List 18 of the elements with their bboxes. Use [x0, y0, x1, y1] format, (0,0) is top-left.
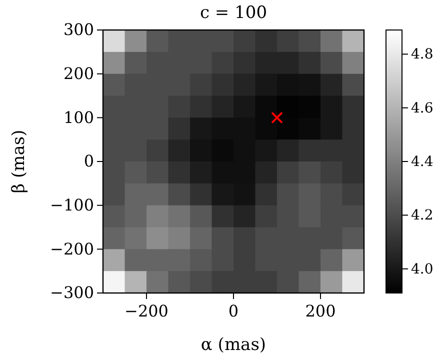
color-bar-label: 4.4 — [411, 154, 434, 170]
x-tick-label: 0 — [228, 301, 239, 320]
y-tick-label: 200 — [63, 64, 94, 83]
x-tick-label: 200 — [305, 301, 336, 320]
y-tick-label: −200 — [50, 239, 94, 258]
chart-title: c = 100 — [200, 3, 268, 23]
color-bar-label: 4.8 — [411, 46, 434, 63]
color-bar-label: 4.0 — [411, 261, 434, 278]
x-tick-label: −200 — [124, 301, 168, 320]
color-bar-label: 4.2 — [411, 208, 434, 224]
y-tick-label: −300 — [50, 283, 94, 302]
y-axis-title: β (mas) — [9, 130, 29, 194]
y-tick-label: 100 — [63, 108, 94, 127]
color-bar-label: 4.6 — [411, 100, 434, 116]
y-tick-label: 0 — [84, 152, 94, 171]
y-tick-label: −100 — [50, 195, 94, 214]
y-tick-label: 300 — [63, 20, 94, 40]
x-axis-title: α (mas) — [200, 335, 266, 355]
